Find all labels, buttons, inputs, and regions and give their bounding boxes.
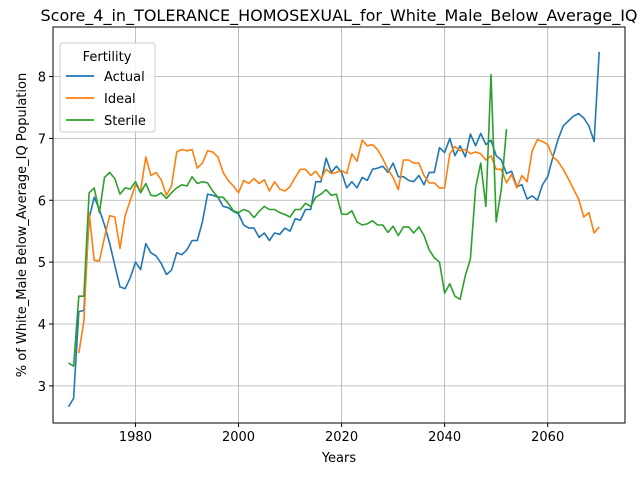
x-tick-label: 2060 [531,430,564,445]
series-line-ideal [78,138,600,354]
y-tick-label: 5 [38,256,46,271]
legend-box [59,42,156,133]
x-axis-label: Years [321,451,357,466]
legend: Fertility Actual Ideal Sterile [59,42,156,133]
x-tick-label: 2020 [325,430,358,445]
legend-title: Fertility [83,50,132,65]
y-tick-label: 8 [38,71,46,86]
y-tick-label: 6 [38,194,46,209]
x-tick-label: 1980 [119,430,152,445]
grid [53,27,625,423]
series-line-actual [67,51,600,408]
legend-label-actual: Actual [104,70,145,85]
axis-ticks: 1980 2000 2020 2040 2060 3 4 5 6 7 8 [38,71,565,446]
series-lines [67,51,600,408]
plot-frame [52,26,626,424]
x-tick-label: 2000 [222,430,255,445]
legend-label-ideal: Ideal [104,92,136,107]
y-axis-label: % of White_Male Below_Average_IQ Populat… [15,73,30,377]
series-line-sterile [68,73,508,367]
legend-label-sterile: Sterile [104,114,146,129]
chart-title: Score_4_in_TOLERANCE_HOMOSEXUAL_for_Whit… [40,6,637,26]
y-tick-label: 3 [38,380,46,395]
x-tick-label: 2040 [428,430,461,445]
y-tick-label: 4 [38,318,46,333]
y-tick-label: 7 [38,132,46,147]
